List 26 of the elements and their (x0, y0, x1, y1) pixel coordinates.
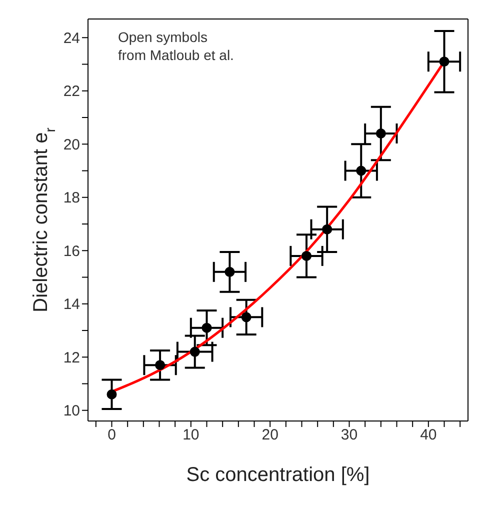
y-tick-label: 12 (63, 349, 80, 366)
point (190, 346, 200, 357)
y-tick-label: 20 (63, 136, 80, 154)
y-tick-label: 16 (63, 242, 80, 260)
x-tick-label: 20 (262, 426, 278, 444)
point (439, 56, 450, 67)
point (155, 360, 166, 370)
x-axis-title: Sc concentration [%] (186, 464, 370, 486)
point (202, 322, 212, 333)
x-tick-label: 30 (340, 426, 358, 444)
x-tick-label: 0 (108, 426, 116, 444)
y-tick-label: 22 (63, 83, 80, 100)
point (224, 266, 235, 277)
point (376, 128, 386, 138)
annotation: Open symbols from Matloub et al. (118, 28, 234, 64)
y-tick-label: 24 (63, 30, 80, 47)
point (106, 389, 117, 400)
point (356, 166, 366, 176)
y-tick-label: 14 (63, 296, 80, 314)
point (322, 224, 332, 234)
y-tick-label: 18 (63, 190, 80, 207)
y-tick-label: 10 (63, 402, 80, 420)
x-tick-label: 40 (420, 426, 437, 444)
x-tick-label: 10 (182, 426, 200, 444)
point (302, 250, 312, 261)
point (241, 312, 252, 322)
